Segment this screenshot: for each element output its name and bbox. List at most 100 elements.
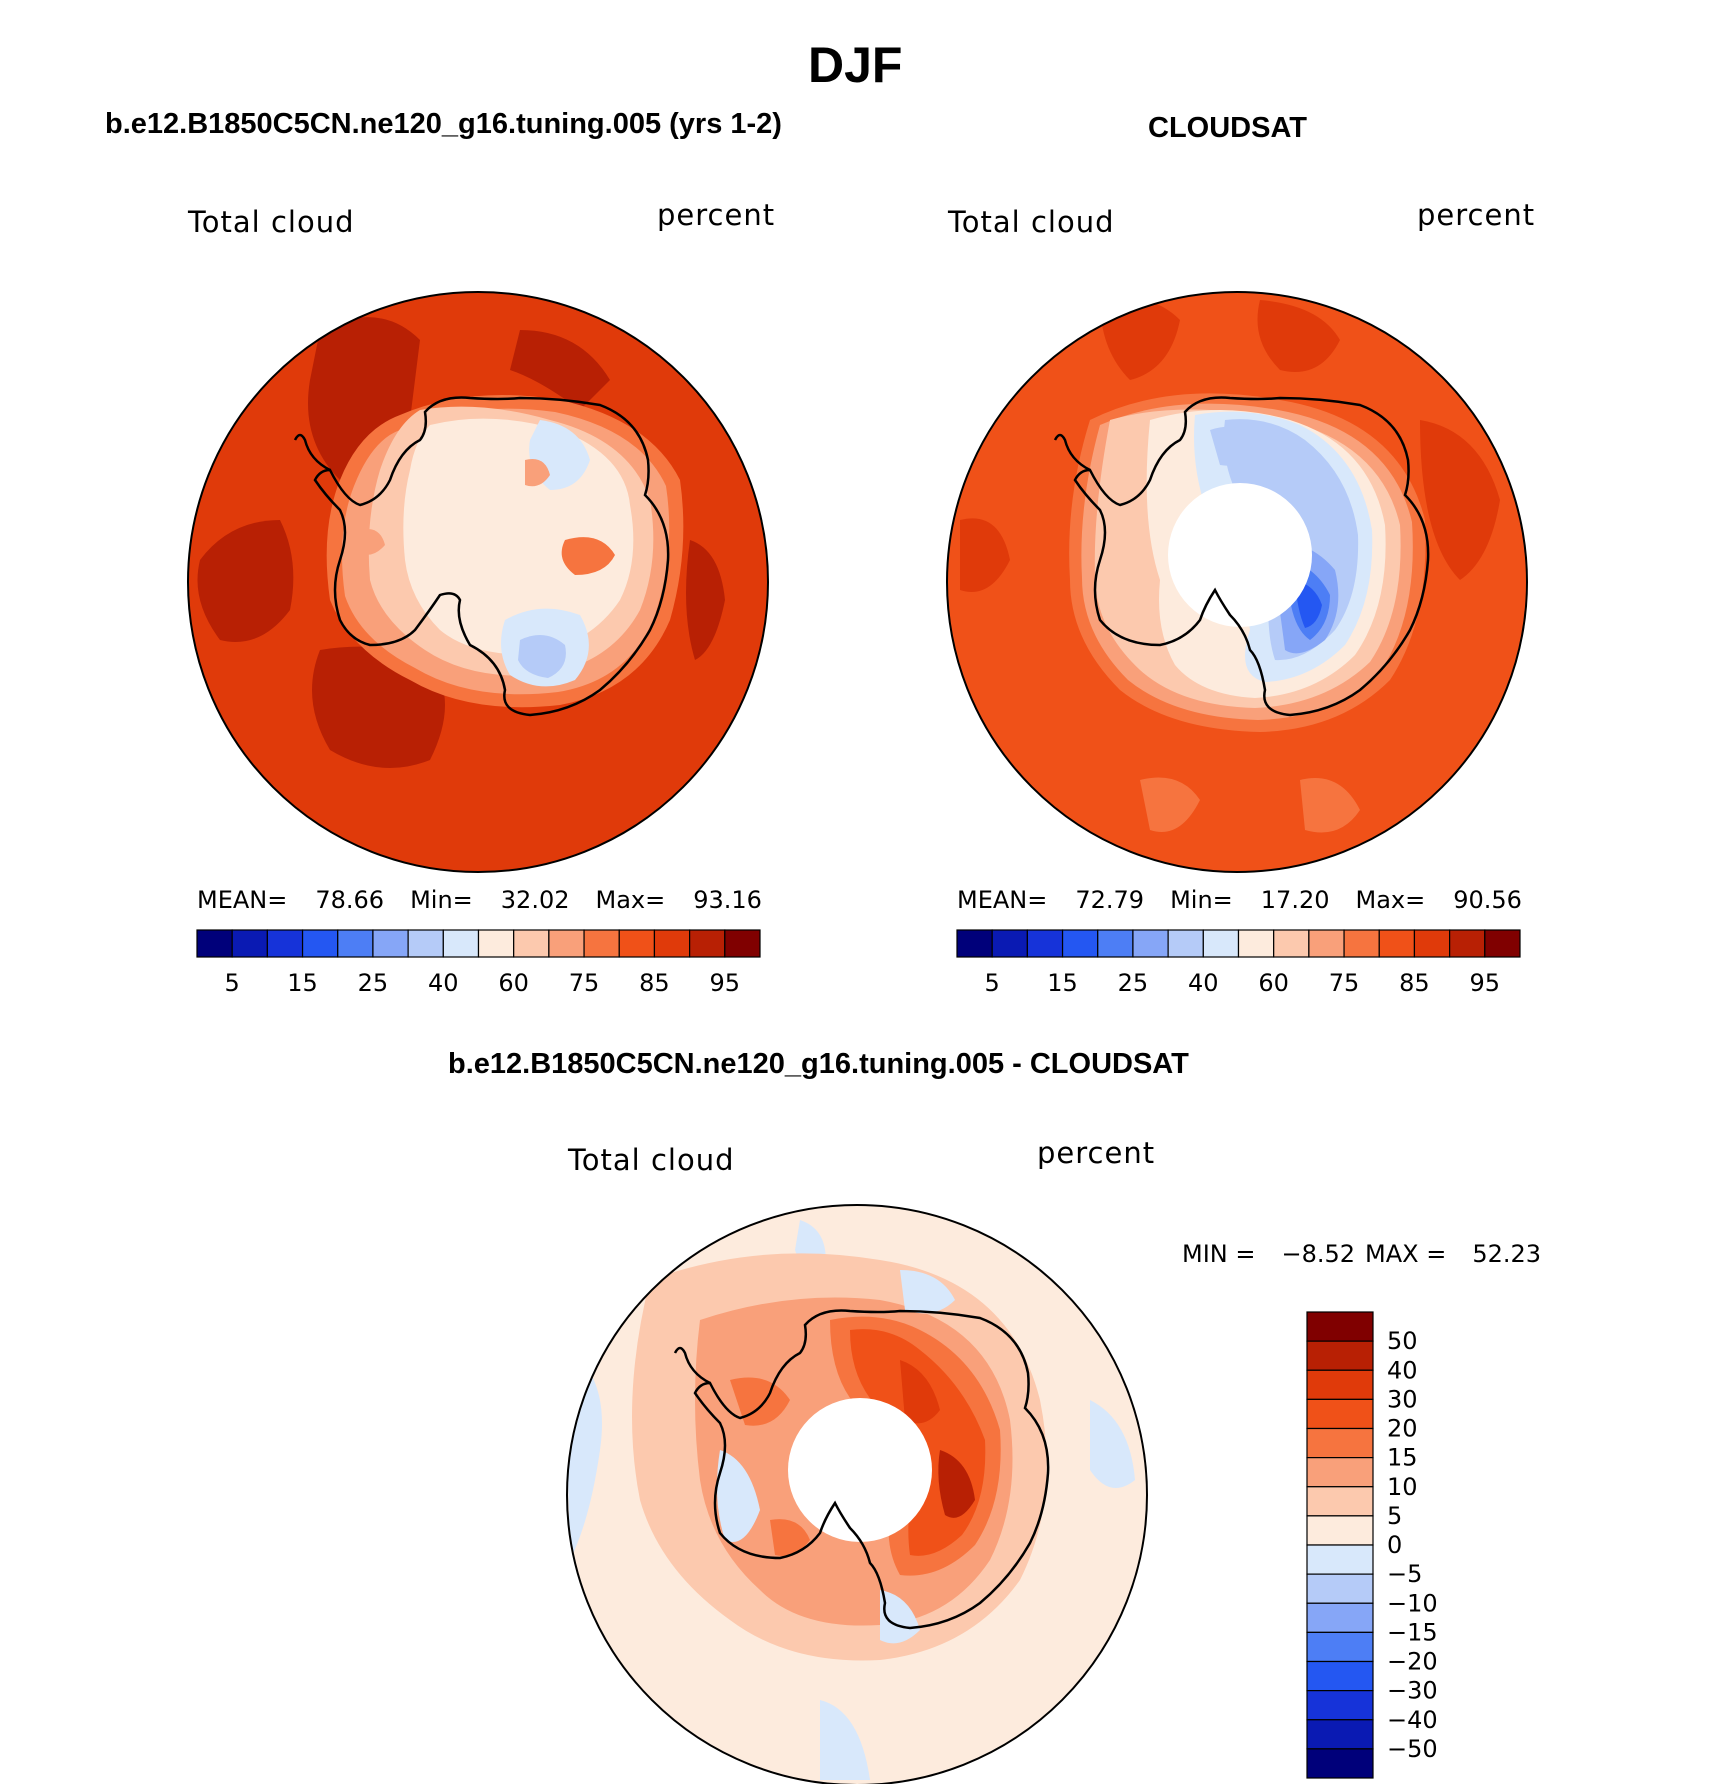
model-colorbar-tick-label: 85 [639, 969, 670, 997]
diff-colorbar-tick-label: −40 [1387, 1706, 1438, 1734]
obs-panel-title: CLOUDSAT [1148, 112, 1307, 144]
obs-variable-label: Total cloud [948, 205, 1115, 239]
obs-colorbar-tick-label: 15 [1047, 969, 1078, 997]
obs-colorbar-tick-label: 40 [1188, 969, 1219, 997]
obs-colorbar-box [1343, 929, 1380, 958]
obs-map [946, 291, 1528, 873]
model-colorbar-box [513, 929, 550, 958]
obs-colorbar-box [1449, 929, 1486, 958]
diff-colorbar-box [1306, 1457, 1374, 1488]
obs-colorbar-tick-label: 5 [985, 969, 1000, 997]
diff-colorbar-tick-label: 15 [1387, 1444, 1418, 1472]
diff-min-value: −8.52 [1281, 1240, 1356, 1268]
model-colorbar-tick-label: 25 [358, 969, 389, 997]
diff-colorbar-box [1306, 1398, 1374, 1430]
diff-colorbar-box [1306, 1690, 1374, 1721]
diff-colorbar-box [1306, 1515, 1374, 1546]
obs-colorbar-box [1237, 929, 1275, 958]
obs-colorbar-tick-label: 60 [1258, 969, 1289, 997]
model-min-value: 32.02 [500, 886, 570, 914]
diff-colorbar-box [1306, 1573, 1374, 1604]
model-max-label: Max= [595, 886, 666, 914]
obs-mean-value: 72.79 [1075, 886, 1145, 914]
diff-colorbar-tick-label: 5 [1387, 1502, 1402, 1530]
diff-colorbar-tick-label: −50 [1387, 1735, 1438, 1763]
model-panel-title: b.e12.B1850C5CN.ne120_g16.tuning.005 (yr… [105, 108, 782, 140]
obs-colorbar: 5 15 25 40 60 75 85 95 [956, 929, 1521, 997]
obs-colorbar-box [1167, 929, 1204, 958]
model-units-label: percent [657, 198, 776, 232]
diff-colorbar-box [1306, 1631, 1374, 1663]
model-colorbar-box [372, 929, 409, 958]
model-stats: MEAN= 78.66 Min= 32.02 Max= 93.16 [197, 886, 762, 914]
diff-min-label: MIN = [1182, 1240, 1256, 1268]
model-colorbar-tick-label: 95 [710, 969, 741, 997]
obs-mean-label: MEAN= [957, 886, 1048, 914]
diff-max-value: 52.23 [1472, 1240, 1542, 1268]
diff-colorbar-box [1306, 1544, 1374, 1575]
diff-colorbar-box [1306, 1427, 1374, 1459]
diff-colorbar-tick-label: 40 [1387, 1356, 1418, 1384]
model-variable-label: Total cloud [188, 205, 355, 239]
model-colorbar-box [689, 929, 726, 958]
model-colorbar-box [196, 929, 233, 958]
diff-colorbar-box [1306, 1602, 1374, 1633]
main-title: DJF [808, 37, 903, 93]
obs-colorbar-box [1378, 929, 1416, 958]
obs-colorbar-box [1202, 929, 1240, 958]
obs-colorbar-box [1484, 929, 1521, 958]
diff-colorbar-tick-label: −10 [1387, 1589, 1438, 1617]
obs-colorbar-tick-label: 85 [1399, 969, 1430, 997]
model-colorbar-box [407, 929, 444, 958]
obs-colorbar-box [1061, 929, 1099, 958]
diff-max-label: MAX = [1365, 1240, 1447, 1268]
model-colorbar-tick-label: 40 [428, 969, 459, 997]
diff-colorbar-tick-label: −15 [1387, 1618, 1438, 1646]
obs-colorbar-box [1026, 929, 1064, 958]
diff-colorbar-box [1306, 1311, 1374, 1342]
model-colorbar-tick-label: 75 [569, 969, 600, 997]
obs-colorbar-box [1413, 929, 1451, 958]
obs-max-value: 90.56 [1453, 886, 1522, 914]
obs-colorbar-box [1132, 929, 1169, 958]
diff-colorbar-tick-label: 10 [1387, 1473, 1418, 1501]
model-colorbar-box [618, 929, 656, 958]
obs-colorbar-box [991, 929, 1028, 958]
model-colorbar-box [583, 929, 620, 958]
diff-colorbar-tick-label: −5 [1387, 1560, 1422, 1588]
model-colorbar-box [548, 929, 585, 958]
obs-max-label: Max= [1355, 886, 1426, 914]
diff-units-label: percent [1037, 1136, 1156, 1170]
model-colorbar: 5 15 25 40 60 75 85 95 [196, 929, 761, 997]
diff-colorbar-box [1306, 1486, 1374, 1517]
obs-stats: MEAN= 72.79 Min= 17.20 Max= 90.56 [957, 886, 1522, 914]
obs-colorbar-tick-label: 75 [1329, 969, 1360, 997]
obs-colorbar-box [1097, 929, 1134, 958]
model-colorbar-box [231, 929, 268, 958]
obs-colorbar-tick-label: 95 [1470, 969, 1501, 997]
model-colorbar-box [724, 929, 761, 958]
diff-variable-label: Total cloud [568, 1143, 735, 1177]
model-colorbar-tick-label: 60 [498, 969, 529, 997]
diff-colorbar-tick-label: −30 [1387, 1677, 1438, 1705]
model-map [187, 291, 769, 873]
model-colorbar-tick-label: 5 [225, 969, 240, 997]
diff-colorbar-box [1306, 1748, 1374, 1779]
model-mean-label: MEAN= [197, 886, 288, 914]
model-colorbar-box [477, 929, 515, 958]
obs-min-label: Min= [1170, 886, 1233, 914]
model-max-value: 93.16 [693, 886, 762, 914]
model-colorbar-box [301, 929, 339, 958]
diff-colorbar-tick-label: 30 [1387, 1385, 1418, 1413]
model-colorbar-box [266, 929, 304, 958]
model-min-label: Min= [410, 886, 473, 914]
obs-colorbar-box [1273, 929, 1310, 958]
diff-colorbar-tick-label: 20 [1387, 1415, 1418, 1443]
diff-colorbar-tick-label: 50 [1387, 1327, 1418, 1355]
obs-colorbar-box [1308, 929, 1345, 958]
model-colorbar-box [337, 929, 374, 958]
model-colorbar-box [653, 929, 691, 958]
diff-colorbar-tick-label: −20 [1387, 1648, 1438, 1676]
model-colorbar-box [442, 929, 480, 958]
